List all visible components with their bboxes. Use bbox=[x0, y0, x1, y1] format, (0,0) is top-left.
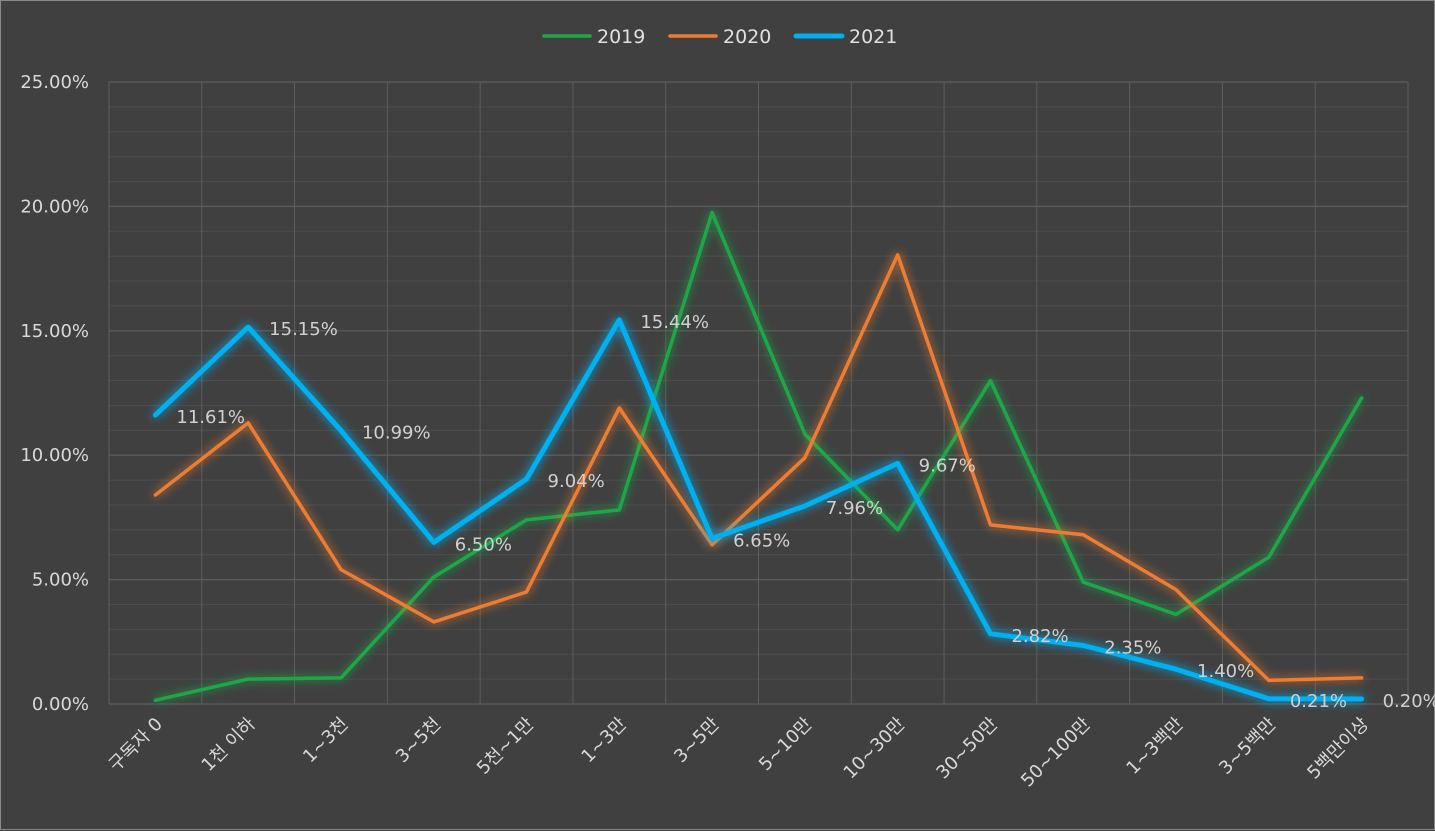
data-label-2021: 10.99% bbox=[362, 423, 431, 444]
data-label-2021: 15.15% bbox=[269, 319, 338, 340]
data-label-2021: 11.61% bbox=[176, 407, 245, 428]
legend-label-2019: 2019 bbox=[597, 26, 645, 48]
x-tick-label: 5~10만 bbox=[755, 714, 817, 776]
data-label-2021: 0.21% bbox=[1290, 691, 1347, 712]
y-tick-label: 0.00% bbox=[32, 694, 89, 715]
data-label-2021: 2.35% bbox=[1104, 638, 1161, 659]
x-tick-label: 3~5백만 bbox=[1215, 714, 1280, 779]
x-tick-label: 1천 이하 bbox=[198, 713, 260, 775]
legend-label-2021: 2021 bbox=[849, 26, 897, 48]
x-tick-label: 10~30만 bbox=[840, 714, 910, 784]
legend-label-2020: 2020 bbox=[723, 26, 771, 48]
data-label-2021: 6.50% bbox=[455, 534, 512, 555]
data-label-2021: 6.65% bbox=[733, 531, 790, 552]
data-label-2021: 0.20% bbox=[1383, 691, 1435, 712]
y-tick-label: 20.00% bbox=[20, 196, 89, 217]
x-tick-label: 1~3만 bbox=[577, 714, 630, 767]
x-tick-label: 5백만이상 bbox=[1303, 714, 1373, 784]
y-tick-label: 15.00% bbox=[20, 321, 89, 342]
x-tick-label: 1~3천 bbox=[299, 714, 352, 767]
x-tick-label: 50~100만 bbox=[1017, 714, 1095, 792]
x-axis-tick-labels: 구독자 0 1천 이하 1~3천 3~5천 5천~1만 1~3만 3~5만 5~10만 10~3… bbox=[105, 713, 1373, 791]
data-label-2021: 1.40% bbox=[1197, 661, 1254, 682]
x-tick-label: 5천~1만 bbox=[473, 714, 538, 779]
legend: 2019 2020 2021 bbox=[544, 26, 897, 48]
gridlines bbox=[109, 82, 1408, 704]
y-tick-label: 5.00% bbox=[32, 570, 89, 591]
y-axis-tick-labels: 0.00% 5.00% 10.00% 15.00% 20.00% 25.00% bbox=[20, 72, 89, 715]
y-tick-label: 10.00% bbox=[20, 445, 89, 466]
data-label-2021: 7.96% bbox=[826, 498, 883, 519]
x-tick-label: 3~5만 bbox=[670, 714, 723, 767]
x-tick-label: 구독자 0 bbox=[105, 714, 167, 776]
x-tick-label: 3~5천 bbox=[392, 714, 445, 767]
data-label-2021: 15.44% bbox=[640, 312, 709, 333]
data-label-2021: 9.04% bbox=[548, 471, 605, 492]
y-tick-label: 25.00% bbox=[20, 72, 89, 93]
data-label-2021: 9.67% bbox=[919, 455, 976, 476]
data-label-2021: 2.82% bbox=[1011, 626, 1068, 647]
x-tick-label: 1~3백만 bbox=[1122, 714, 1187, 779]
x-tick-label: 30~50만 bbox=[932, 714, 1002, 784]
